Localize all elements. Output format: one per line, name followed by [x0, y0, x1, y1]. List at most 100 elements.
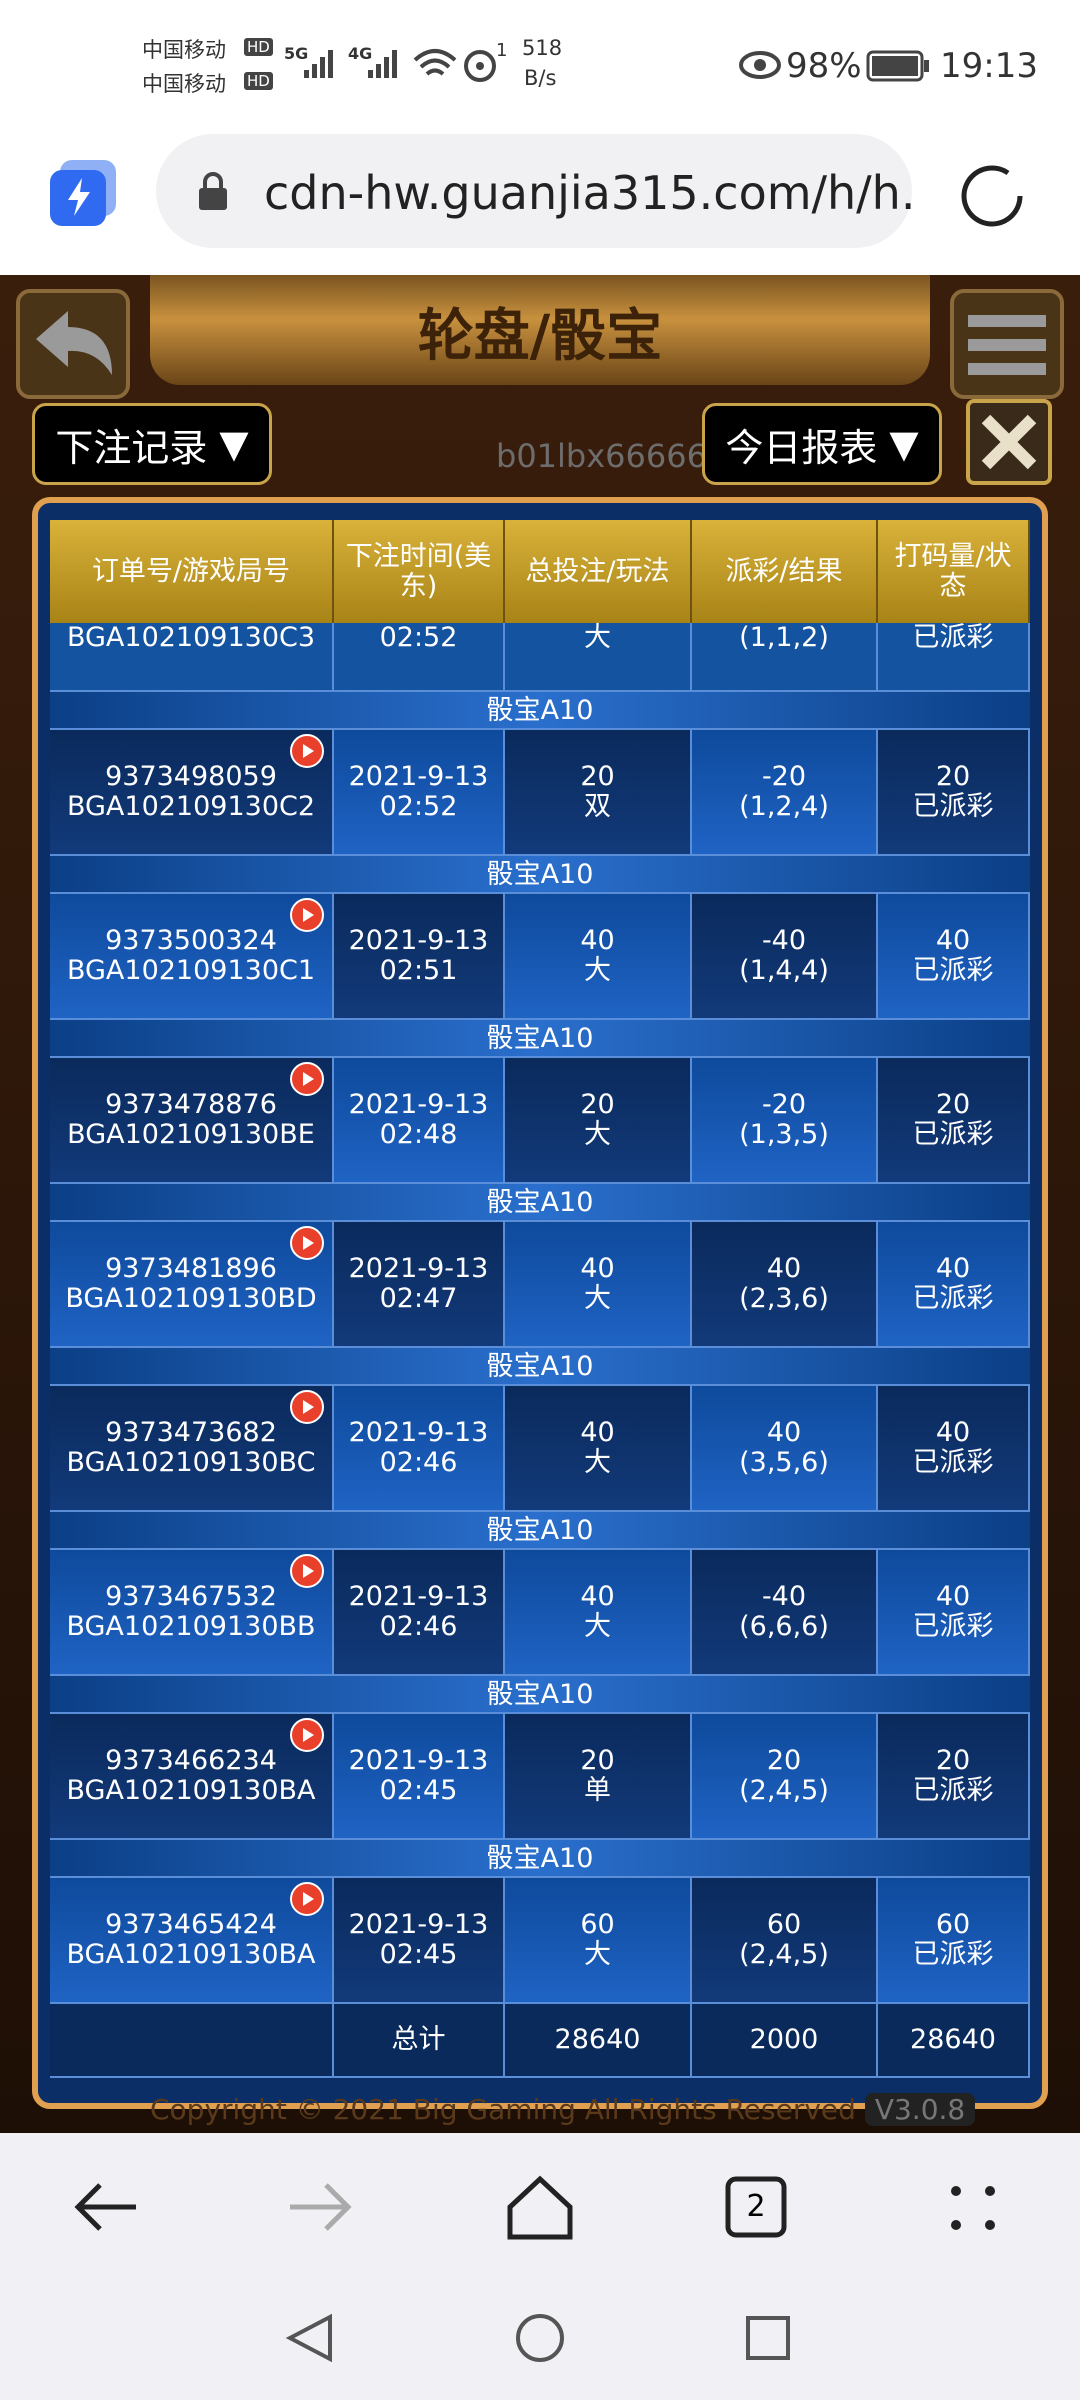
- table-cell: 总计: [334, 2004, 505, 2078]
- table-cell: 40 (3,5,6): [692, 1386, 878, 1512]
- cell-text: 9373465424: [105, 1909, 277, 1940]
- network-type: 5G: [284, 44, 309, 63]
- table-cell: 9373466234 BGA102109130BA: [50, 1714, 334, 1840]
- sys-recent[interactable]: [746, 2316, 790, 2360]
- play-replay-icon[interactable]: [290, 1554, 324, 1588]
- group-label: 骰宝A10: [50, 1676, 1030, 1714]
- cell-text: 已派彩: [912, 1447, 994, 1478]
- header-cell: 打码量/状态: [878, 520, 1030, 623]
- header-text: 打码量/状态: [894, 540, 1012, 602]
- cell-text: 双: [584, 791, 611, 822]
- cell-text: 已派彩: [912, 1611, 994, 1642]
- url-text[interactable]: cdn-hw.guanjia315.com/h/h.: [264, 166, 916, 220]
- cell-text: -40: [761, 1581, 807, 1612]
- cell-text: 2021-9-13: [348, 1581, 489, 1612]
- cell-text: 20: [935, 761, 971, 792]
- table-cell: 20 已派彩: [878, 1058, 1030, 1184]
- cell-text: 40: [580, 925, 615, 956]
- cell-text: 大: [584, 1939, 611, 1970]
- table-cell: 2021-9-13 02:45: [334, 1714, 505, 1840]
- battery-percent: 98%: [786, 46, 862, 86]
- play-replay-icon[interactable]: [290, 898, 324, 932]
- copyright-text: Copyright © 2021 Big Gaming All Rights R…: [150, 2093, 856, 2126]
- cell-text: 20: [766, 1745, 802, 1776]
- close-button[interactable]: [966, 399, 1052, 485]
- cell-text: 40: [935, 1417, 971, 1448]
- cell-text: 单: [584, 1775, 611, 1806]
- table-cell: -40 (1,4,4): [692, 894, 878, 1020]
- play-replay-icon[interactable]: [290, 1390, 324, 1424]
- cell-text: 02:52: [379, 791, 458, 822]
- table-cell: 2021-9-13 02:46: [334, 1386, 505, 1512]
- eye-icon: [739, 51, 781, 79]
- back-nav[interactable]: [74, 2183, 136, 2231]
- cell-text: (1,1,2): [739, 622, 829, 653]
- cell-text: 已派彩: [912, 1775, 994, 1806]
- forward-nav[interactable]: [290, 2183, 352, 2231]
- cell-text: BGA102109130C2: [66, 791, 316, 822]
- header-cell: 订单号/游戏局号: [50, 520, 334, 623]
- more-nav[interactable]: [951, 2186, 995, 2230]
- play-replay-icon[interactable]: [290, 1226, 324, 1260]
- cell-text: -20: [761, 761, 807, 792]
- table-cell: 60 大: [505, 1878, 692, 2004]
- table-cell: 40 已派彩: [878, 1386, 1030, 1512]
- cell-text: (1,2,4): [739, 791, 829, 822]
- table-cell: 2021-9-13 02:52: [334, 730, 505, 856]
- cell-text: 9373500324: [105, 925, 277, 956]
- cell-text: 40: [935, 925, 971, 956]
- cell-text: BGA102109130BA: [66, 1775, 316, 1806]
- version: V3.0.8: [864, 2093, 976, 2126]
- table-cell: 40 大: [505, 894, 692, 1020]
- cell-text: 02:45: [379, 1939, 458, 1970]
- cell-text: 2021-9-13: [348, 1745, 489, 1776]
- menu-button[interactable]: [950, 289, 1064, 399]
- cell-text: 2021-9-13: [348, 925, 489, 956]
- table-cell: 40 大: [505, 1550, 692, 1676]
- home-nav[interactable]: [507, 2175, 573, 2240]
- cell-text: (6,6,6): [739, 1611, 829, 1642]
- report-dropdown[interactable]: 今日报表 ▼: [702, 403, 942, 485]
- address-bar[interactable]: [156, 134, 912, 248]
- play-replay-icon[interactable]: [290, 734, 324, 768]
- sys-back[interactable]: [285, 2313, 332, 2363]
- table-cell: 9373500324 BGA102109130C1: [50, 894, 334, 1020]
- reload-button[interactable]: [958, 158, 1034, 234]
- cell-text: 40: [766, 1417, 802, 1448]
- header-cell: 总投注/玩法: [505, 520, 692, 623]
- navigation: 2: [0, 2133, 1080, 2400]
- cell-text: (1,3,5): [739, 1119, 829, 1150]
- cell-text: 20: [580, 761, 615, 792]
- cell-text: 02:45: [379, 1775, 458, 1806]
- play-glyph: [303, 1728, 314, 1742]
- sys-home[interactable]: [516, 2314, 564, 2362]
- browser-toolbar: cdn-hw.guanjia315.com/h/h.: [0, 130, 1080, 275]
- table-cell: [50, 2004, 334, 2078]
- table-cell: 2021-9-13 02:48: [334, 1058, 505, 1184]
- cell-text: 2021-9-13: [348, 761, 489, 792]
- record-dropdown[interactable]: 下注记录 ▼: [32, 403, 272, 485]
- play-replay-icon[interactable]: [290, 1062, 324, 1096]
- table-cell: 20 大: [505, 1058, 692, 1184]
- play-replay-icon[interactable]: [290, 1882, 324, 1916]
- browser-logo[interactable]: [46, 158, 122, 234]
- cell-text: 2021-9-13: [348, 1909, 489, 1940]
- group-label: 骰宝A10: [50, 1512, 1030, 1550]
- cell-text: 28640: [910, 2024, 996, 2055]
- cell-text: BGA102109130C1: [66, 955, 316, 986]
- header-text: 订单号/游戏局号: [91, 555, 291, 587]
- tabs-nav[interactable]: [725, 2176, 787, 2238]
- table-cell: 02:52: [334, 623, 505, 692]
- cell-text: BGA102109130BD: [65, 1283, 317, 1314]
- cell-text: 40: [766, 1253, 802, 1284]
- network-type: 4G: [348, 44, 373, 63]
- status-bar: 中国移动 中国移动 HD HD 5G 4G 1 518 B/s 98% 19:1…: [0, 0, 1080, 130]
- cell-text: 60: [935, 1909, 971, 1940]
- table-cell: 9373465424 BGA102109130BA: [50, 1878, 334, 2004]
- net-speed-unit: B/s: [524, 66, 557, 90]
- game-area: 轮盘/骰宝 下注记录 ▼ b01lbx66666 今日报表 ▼ 订单号/游戏局号…: [0, 275, 1080, 2133]
- table-cell: 28640: [878, 2004, 1030, 2078]
- back-button[interactable]: [16, 289, 130, 399]
- play-replay-icon[interactable]: [290, 1718, 324, 1752]
